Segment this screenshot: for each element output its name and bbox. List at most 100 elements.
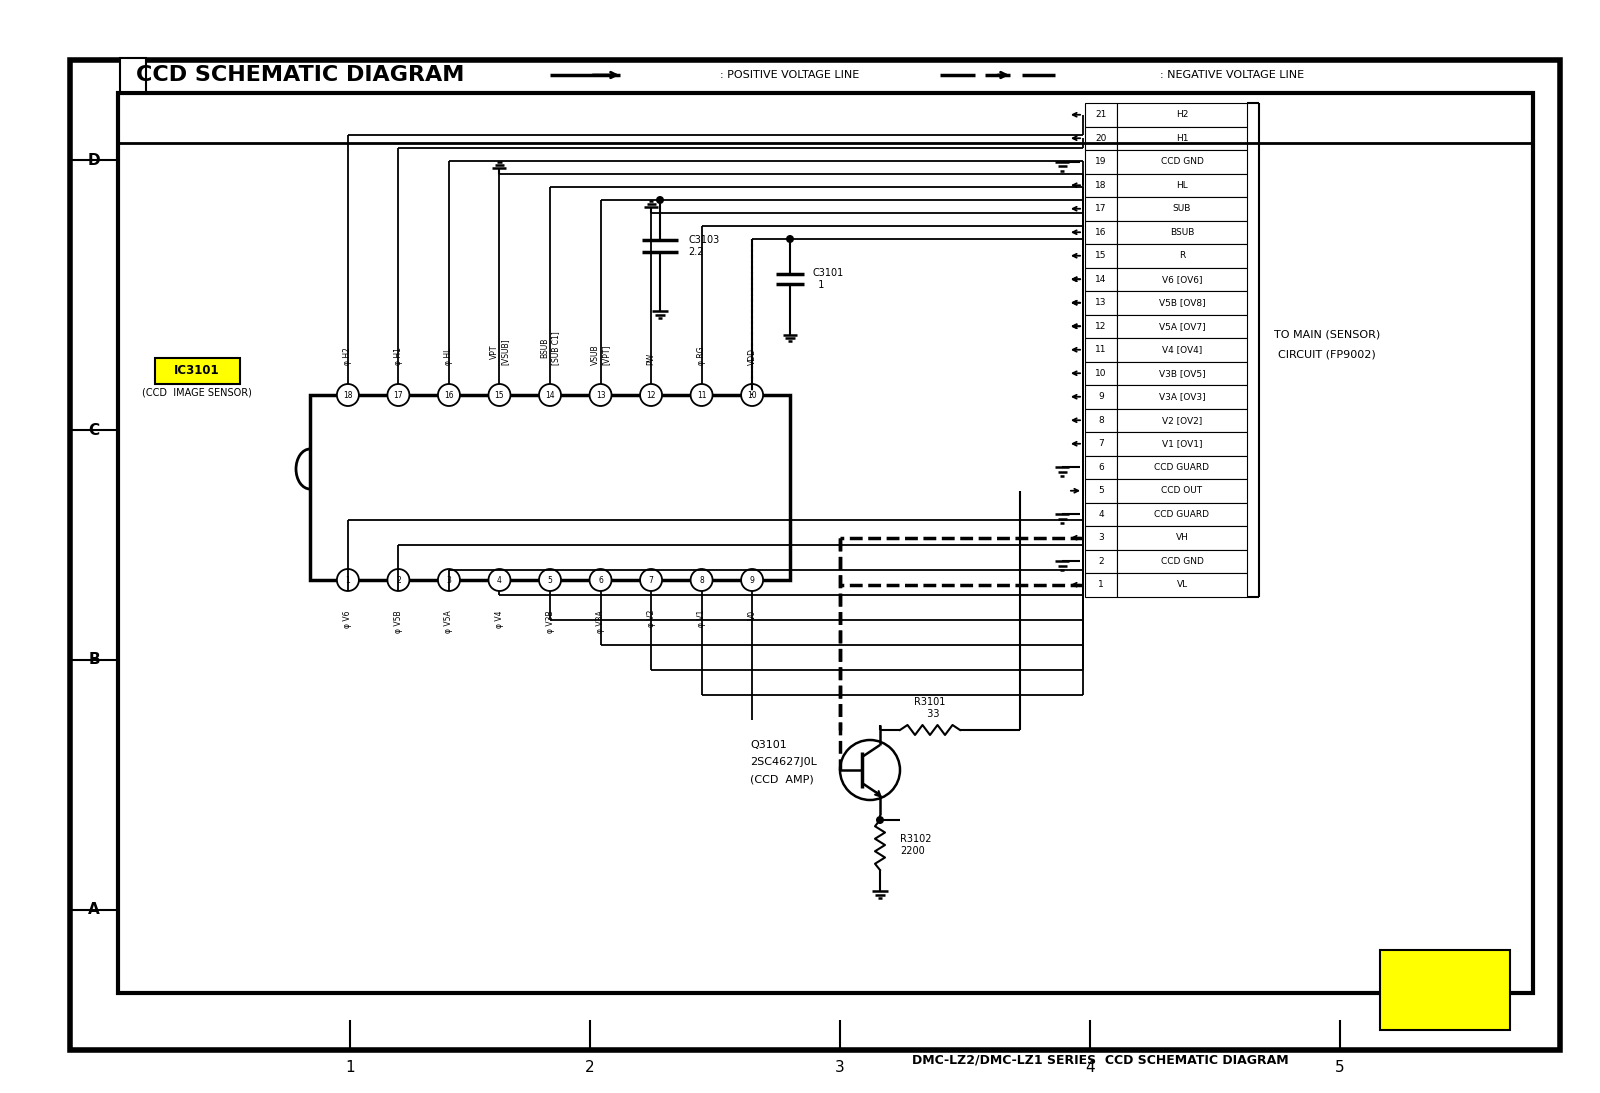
Circle shape (338, 384, 358, 406)
Bar (1085, 127, 1117, 150)
Text: HL: HL (1176, 180, 1187, 190)
Bar (1117, 362, 1246, 385)
Text: R3102
2200: R3102 2200 (901, 834, 931, 856)
Text: 14: 14 (1096, 274, 1107, 284)
Text: 18: 18 (1096, 180, 1107, 190)
Text: V1 [OV1]: V1 [OV1] (1162, 439, 1202, 448)
Text: φ V5B: φ V5B (394, 610, 403, 633)
Text: 7: 7 (648, 576, 653, 585)
Text: 11: 11 (1096, 345, 1107, 354)
Bar (1085, 409, 1117, 432)
Text: 1: 1 (346, 1060, 355, 1076)
Bar (1117, 385, 1246, 409)
Bar (1085, 503, 1117, 526)
Text: 2: 2 (1098, 556, 1104, 566)
Bar (1085, 479, 1117, 503)
Polygon shape (123, 62, 142, 89)
Bar (118, 93, 1533, 994)
Circle shape (488, 384, 510, 406)
Bar (1117, 127, 1246, 150)
Text: 6: 6 (598, 576, 603, 585)
Text: 2: 2 (397, 576, 400, 585)
Text: 12: 12 (1096, 321, 1107, 331)
Bar (1085, 174, 1117, 197)
Circle shape (741, 384, 763, 406)
Text: VPT
[VSUB]: VPT [VSUB] (490, 339, 509, 365)
Bar (1117, 338, 1246, 362)
Text: 5: 5 (547, 576, 552, 585)
Bar (1117, 573, 1246, 597)
Text: CCD SCHEMATIC DIAGRAM: CCD SCHEMATIC DIAGRAM (136, 64, 464, 85)
Text: 3: 3 (446, 576, 451, 585)
Text: 10: 10 (1096, 368, 1107, 378)
Bar (120, 58, 146, 92)
Bar (1117, 315, 1246, 338)
Text: 15: 15 (1096, 251, 1107, 260)
Bar (1085, 456, 1117, 479)
Bar (1379, 950, 1510, 1030)
Bar (1117, 456, 1246, 479)
Text: VSUB
[VPT]: VSUB [VPT] (590, 344, 610, 365)
Text: A: A (88, 903, 99, 917)
Text: R3101
  33: R3101 33 (914, 697, 946, 719)
Circle shape (786, 235, 794, 243)
Text: CCD GND: CCD GND (1160, 556, 1203, 566)
Circle shape (338, 569, 358, 591)
Text: V3A [OV3]: V3A [OV3] (1158, 392, 1205, 401)
Text: CIRCUIT (FP9002): CIRCUIT (FP9002) (1278, 350, 1376, 360)
Text: 6: 6 (1098, 462, 1104, 472)
Text: VDD: VDD (747, 348, 757, 365)
Text: V4 [OV4]: V4 [OV4] (1162, 345, 1202, 354)
Circle shape (539, 384, 562, 406)
Bar (1117, 244, 1246, 268)
Text: 4: 4 (498, 576, 502, 585)
Text: 9: 9 (1098, 392, 1104, 401)
Text: 3: 3 (1098, 533, 1104, 542)
Bar (1117, 291, 1246, 315)
Bar (1085, 526, 1117, 550)
Bar (1085, 150, 1117, 174)
Text: 3: 3 (835, 1060, 845, 1076)
Text: 10: 10 (747, 390, 757, 400)
Bar (1085, 362, 1117, 385)
Text: H2: H2 (1176, 110, 1189, 119)
Circle shape (488, 569, 510, 591)
Text: φ V3B: φ V3B (546, 610, 555, 633)
Bar (1085, 291, 1117, 315)
Text: (CCD  AMP): (CCD AMP) (750, 775, 814, 785)
Text: 14: 14 (546, 390, 555, 400)
Text: B: B (88, 653, 99, 668)
Text: φ V3A: φ V3A (597, 610, 605, 633)
Circle shape (691, 384, 712, 406)
Bar (1117, 268, 1246, 291)
Circle shape (656, 196, 664, 204)
Text: CCD OUT: CCD OUT (1162, 486, 1203, 495)
Bar (1085, 221, 1117, 244)
Bar (1117, 174, 1246, 197)
Text: DMC-LZ2/DMC-LZ1 SERIES  CCD SCHEMATIC DIAGRAM: DMC-LZ2/DMC-LZ1 SERIES CCD SCHEMATIC DIA… (912, 1054, 1288, 1067)
Circle shape (539, 569, 562, 591)
Text: 9: 9 (750, 576, 755, 585)
Text: 12: 12 (646, 390, 656, 400)
Text: 5: 5 (1098, 486, 1104, 495)
Circle shape (438, 569, 459, 591)
Bar (1117, 197, 1246, 221)
Circle shape (691, 569, 712, 591)
Text: TO MAIN (SENSOR): TO MAIN (SENSOR) (1274, 330, 1381, 340)
Text: φ H1: φ H1 (394, 348, 403, 365)
Bar (1085, 432, 1117, 456)
Text: 2SC4627J0L: 2SC4627J0L (750, 757, 818, 767)
Text: 7: 7 (1098, 439, 1104, 448)
Text: V5A [OV7]: V5A [OV7] (1158, 321, 1205, 331)
Text: Q3101: Q3101 (750, 740, 787, 750)
Circle shape (840, 740, 901, 800)
Bar (1117, 103, 1246, 127)
Text: H1: H1 (1176, 133, 1189, 143)
Circle shape (387, 569, 410, 591)
Circle shape (640, 384, 662, 406)
Bar (1117, 550, 1246, 573)
Text: 8: 8 (699, 576, 704, 585)
Bar (1085, 385, 1117, 409)
Bar (1085, 197, 1117, 221)
Bar (1085, 338, 1117, 362)
